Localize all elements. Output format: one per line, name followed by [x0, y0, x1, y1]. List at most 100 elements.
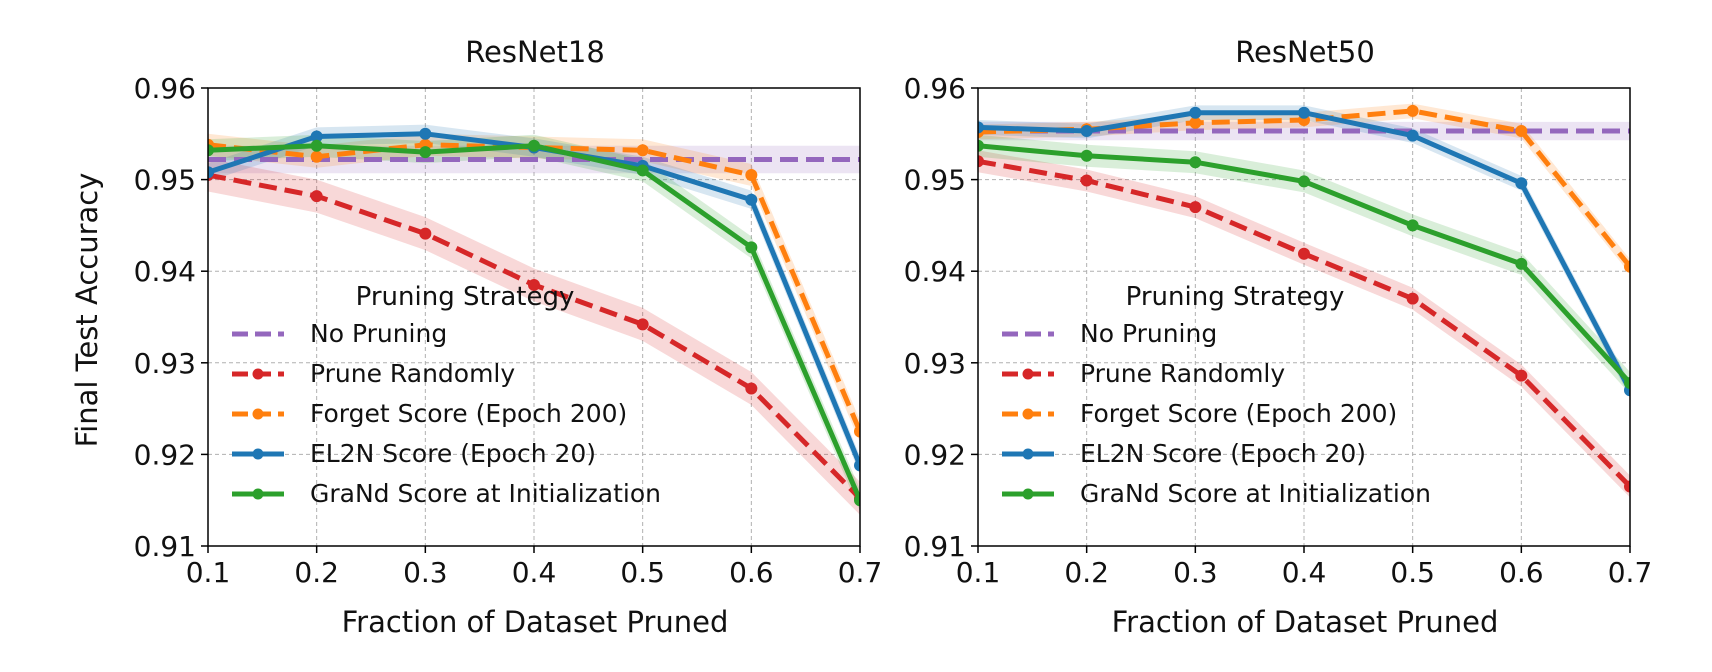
legend-label: Prune Randomly [310, 359, 515, 388]
plot-frame [977, 87, 1631, 547]
point-prune-randomly [1624, 480, 1630, 493]
point-prune-randomly [1189, 201, 1202, 214]
point-forget-score-epoch-200 [636, 144, 649, 157]
point-grand-score-at-initialization [745, 241, 758, 254]
y-tick-label: 0.92 [134, 438, 196, 471]
point-el2n-score-epoch-20 [1406, 129, 1419, 142]
legend-marker-prune-randomly [252, 368, 264, 380]
y-tick-label: 0.95 [904, 164, 966, 197]
legend: Pruning Strategy No Pruning Prune Randomly… [1002, 282, 1431, 508]
legend-marker-forget-score-epoch-200 [252, 408, 264, 420]
y-tick-label: 0.93 [134, 347, 196, 380]
point-grand-score-at-initialization [978, 139, 984, 152]
point-grand-score-at-initialization [636, 164, 649, 177]
legend-marker-el2n-score-epoch-20 [252, 448, 264, 460]
x-tick-label: 0.5 [620, 556, 665, 589]
legend-label: GraNd Score at Initialization [310, 479, 661, 508]
point-grand-score-at-initialization [1298, 175, 1310, 188]
legend-label: GraNd Score at Initialization [1080, 479, 1431, 508]
point-grand-score-at-initialization [528, 139, 540, 152]
chart-panel-resnet50: ResNet50 Fraction of Dataset Pruned 0.1 0… [904, 35, 1653, 639]
point-el2n-score-epoch-20 [208, 166, 214, 179]
legend-label: Prune Randomly [1080, 359, 1285, 388]
legend: Pruning Strategy No Pruning Prune Randomly… [232, 282, 661, 508]
point-prune-randomly [1515, 369, 1528, 382]
point-prune-randomly [310, 190, 323, 203]
legend-marker-prune-randomly [1022, 368, 1034, 380]
point-el2n-score-epoch-20 [1080, 125, 1093, 138]
point-grand-score-at-initialization [1080, 149, 1093, 162]
x-tick-label: 0.6 [729, 556, 774, 589]
point-el2n-score-epoch-20 [1515, 177, 1528, 190]
y-tick-label: 0.96 [904, 72, 966, 105]
x-axis-label: Fraction of Dataset Pruned [342, 605, 729, 639]
legend-marker-grand-score-at-initialization [1022, 488, 1034, 500]
y-tick-label: 0.91 [904, 530, 966, 563]
y-axis-label: Final Test Accuracy [70, 173, 104, 448]
legend-label: Forget Score (Epoch 200) [1080, 399, 1397, 428]
point-forget-score-epoch-200 [1515, 125, 1528, 138]
y-tick-label: 0.95 [134, 164, 196, 197]
x-tick-label: 0.1 [186, 556, 231, 589]
x-tick-label: 0.3 [403, 556, 448, 589]
x-tick-label: 0.2 [1064, 556, 1109, 589]
point-grand-score-at-initialization [1406, 219, 1419, 232]
point-prune-randomly [1406, 292, 1419, 305]
point-grand-score-at-initialization [310, 139, 323, 152]
x-tick-label: 0.1 [956, 556, 1001, 589]
y-tick-label: 0.96 [134, 72, 196, 105]
point-prune-randomly [528, 278, 540, 291]
point-forget-score-epoch-200 [1189, 116, 1202, 129]
plot-frame [207, 87, 861, 547]
chart-panel-resnet18: ResNet18 Final Test Accuracy Fraction of… [70, 35, 882, 639]
band-el2n-score-epoch-20 [978, 105, 1630, 398]
legend-title: Pruning Strategy [356, 282, 575, 312]
point-prune-randomly [745, 382, 758, 395]
y-tick-label: 0.92 [904, 438, 966, 471]
y-tick-label: 0.94 [904, 255, 966, 288]
legend-marker-el2n-score-epoch-20 [1022, 448, 1034, 460]
point-el2n-score-epoch-20 [419, 127, 432, 140]
legend-label: EL2N Score (Epoch 20) [1080, 439, 1366, 468]
series-lines [978, 104, 1630, 493]
y-tick-label: 0.94 [134, 255, 196, 288]
legend-label: No Pruning [1080, 319, 1217, 348]
point-el2n-score-epoch-20 [1298, 106, 1310, 119]
legend-marker-forget-score-epoch-200 [1022, 408, 1034, 420]
x-tick-label: 0.4 [1282, 556, 1327, 589]
point-prune-randomly [978, 155, 984, 168]
point-prune-randomly [1298, 247, 1310, 260]
point-el2n-score-epoch-20 [1189, 106, 1202, 119]
point-grand-score-at-initialization [1624, 376, 1630, 389]
legend-label: No Pruning [310, 319, 447, 348]
x-tick-label: 0.7 [838, 556, 883, 589]
series-lines [208, 127, 860, 507]
axes: 0.1 0.2 0.3 0.4 0.5 0.6 0.7 0.91 0.92 0.93 0.94 0.9… [134, 72, 883, 589]
point-grand-score-at-initialization [419, 146, 432, 159]
x-tick-label: 0.4 [512, 556, 557, 589]
point-forget-score-epoch-200 [310, 150, 323, 163]
point-forget-score-epoch-200 [1624, 260, 1630, 273]
band-prune-randomly [208, 158, 860, 515]
point-forget-score-epoch-200 [854, 425, 860, 438]
legend-label: EL2N Score (Epoch 20) [310, 439, 596, 468]
x-tick-label: 0.2 [294, 556, 339, 589]
point-prune-randomly [636, 318, 649, 331]
point-prune-randomly [419, 227, 432, 240]
x-axis-label: Fraction of Dataset Pruned [1112, 605, 1499, 639]
point-grand-score-at-initialization [1515, 257, 1528, 270]
point-forget-score-epoch-200 [745, 169, 758, 182]
chart-title: ResNet18 [465, 35, 605, 69]
legend-marker-grand-score-at-initialization [252, 488, 264, 500]
point-forget-score-epoch-200 [1406, 104, 1419, 117]
legend-label: Forget Score (Epoch 200) [310, 399, 627, 428]
point-grand-score-at-initialization [208, 144, 214, 157]
axes: 0.1 0.2 0.3 0.4 0.5 0.6 0.7 0.91 0.92 0.93 0.94 0.9… [904, 72, 1653, 589]
x-tick-label: 0.3 [1173, 556, 1218, 589]
point-el2n-score-epoch-20 [854, 459, 860, 472]
x-tick-label: 0.6 [1499, 556, 1544, 589]
point-el2n-score-epoch-20 [978, 121, 984, 134]
legend-title: Pruning Strategy [1126, 282, 1345, 312]
point-grand-score-at-initialization [1189, 156, 1202, 169]
